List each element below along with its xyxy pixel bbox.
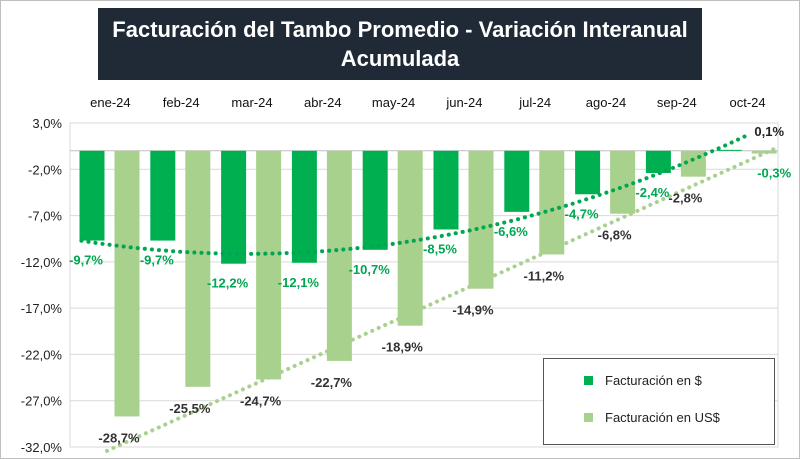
data-label-usd: -11,2% xyxy=(524,268,565,283)
x-tick-label: sep-24 xyxy=(657,95,697,110)
bar-pesos xyxy=(716,149,742,151)
x-tick-label: mar-24 xyxy=(231,95,272,110)
data-label-usd: -0,3% xyxy=(757,166,791,181)
data-label-pesos: -12,1% xyxy=(278,275,320,290)
y-tick-label: -17,0% xyxy=(21,301,63,316)
y-tick-label: -2,0% xyxy=(28,162,62,177)
data-label-usd: -22,7% xyxy=(311,375,353,390)
bar-pesos xyxy=(291,150,317,263)
trendline-usd xyxy=(105,146,779,453)
bar-pesos xyxy=(433,150,459,230)
bar-usd xyxy=(539,150,565,255)
x-tick-label: jul-24 xyxy=(518,95,551,110)
legend: Facturación en $ Facturación en US$ xyxy=(543,358,775,445)
data-label-pesos: -10,7% xyxy=(349,262,391,277)
y-tick-label: -7,0% xyxy=(28,209,62,224)
y-tick-label: 3,0% xyxy=(32,116,62,131)
data-label-pesos: -12,2% xyxy=(207,276,249,291)
data-label-usd: -28,7% xyxy=(98,430,140,445)
y-tick-label: -22,0% xyxy=(21,347,63,362)
data-label-pesos: -2,4% xyxy=(635,185,669,200)
x-tick-label: may-24 xyxy=(372,95,415,110)
bar-usd xyxy=(397,150,423,326)
chart-title-line1: Facturación del Tambo Promedio - Variaci… xyxy=(112,17,688,42)
data-label-usd: -18,9% xyxy=(382,340,424,355)
bar-pesos xyxy=(221,150,247,264)
bar-usd xyxy=(114,150,140,417)
legend-label-usd: Facturación en US$ xyxy=(605,410,720,425)
bar-pesos xyxy=(504,150,530,212)
bar-usd xyxy=(751,150,777,154)
data-label-pesos: -8,5% xyxy=(423,241,457,256)
legend-item-usd: Facturación en US$ xyxy=(584,410,720,425)
data-label-pesos: -6,6% xyxy=(494,224,528,239)
x-tick-label: abr-24 xyxy=(304,95,342,110)
legend-item-pesos: Facturación en $ xyxy=(584,373,702,388)
x-tick-label: ene-24 xyxy=(90,95,130,110)
data-label-usd: -2,8% xyxy=(668,191,702,206)
data-label-usd: -25,5% xyxy=(169,401,211,416)
data-label-usd: -24,7% xyxy=(240,393,282,408)
y-tick-label: -32,0% xyxy=(21,440,63,455)
bar-pesos xyxy=(645,150,671,173)
data-label-usd: -6,8% xyxy=(598,228,632,243)
legend-swatch-usd xyxy=(584,413,593,422)
x-tick-label: ago-24 xyxy=(586,95,626,110)
x-tick-label: feb-24 xyxy=(163,95,200,110)
data-label-pesos: 0,1% xyxy=(754,124,784,139)
bar-usd xyxy=(610,150,636,214)
data-label-pesos: -4,7% xyxy=(565,206,599,221)
bar-usd xyxy=(326,150,352,361)
data-label-pesos: -9,7% xyxy=(140,253,174,268)
bar-pesos xyxy=(575,150,601,195)
legend-swatch-pesos xyxy=(584,376,593,385)
chart-title: Facturación del Tambo Promedio - Variaci… xyxy=(98,8,702,80)
bar-usd xyxy=(468,150,494,289)
bar-usd xyxy=(256,150,282,380)
data-label-usd: -14,9% xyxy=(452,303,494,318)
bar-pesos xyxy=(150,150,176,241)
data-label-pesos: -9,7% xyxy=(69,253,103,268)
x-tick-label: jun-24 xyxy=(445,95,482,110)
chart-title-line2: Acumulada xyxy=(340,46,460,71)
bar-pesos xyxy=(362,150,388,250)
legend-label-pesos: Facturación en $ xyxy=(605,373,702,388)
y-tick-label: -27,0% xyxy=(21,394,63,409)
x-tick-label: oct-24 xyxy=(730,95,766,110)
bar-pesos xyxy=(79,150,105,241)
bar-usd xyxy=(185,150,211,387)
y-tick-label: -12,0% xyxy=(21,255,63,270)
trendline-pesos xyxy=(79,133,749,256)
